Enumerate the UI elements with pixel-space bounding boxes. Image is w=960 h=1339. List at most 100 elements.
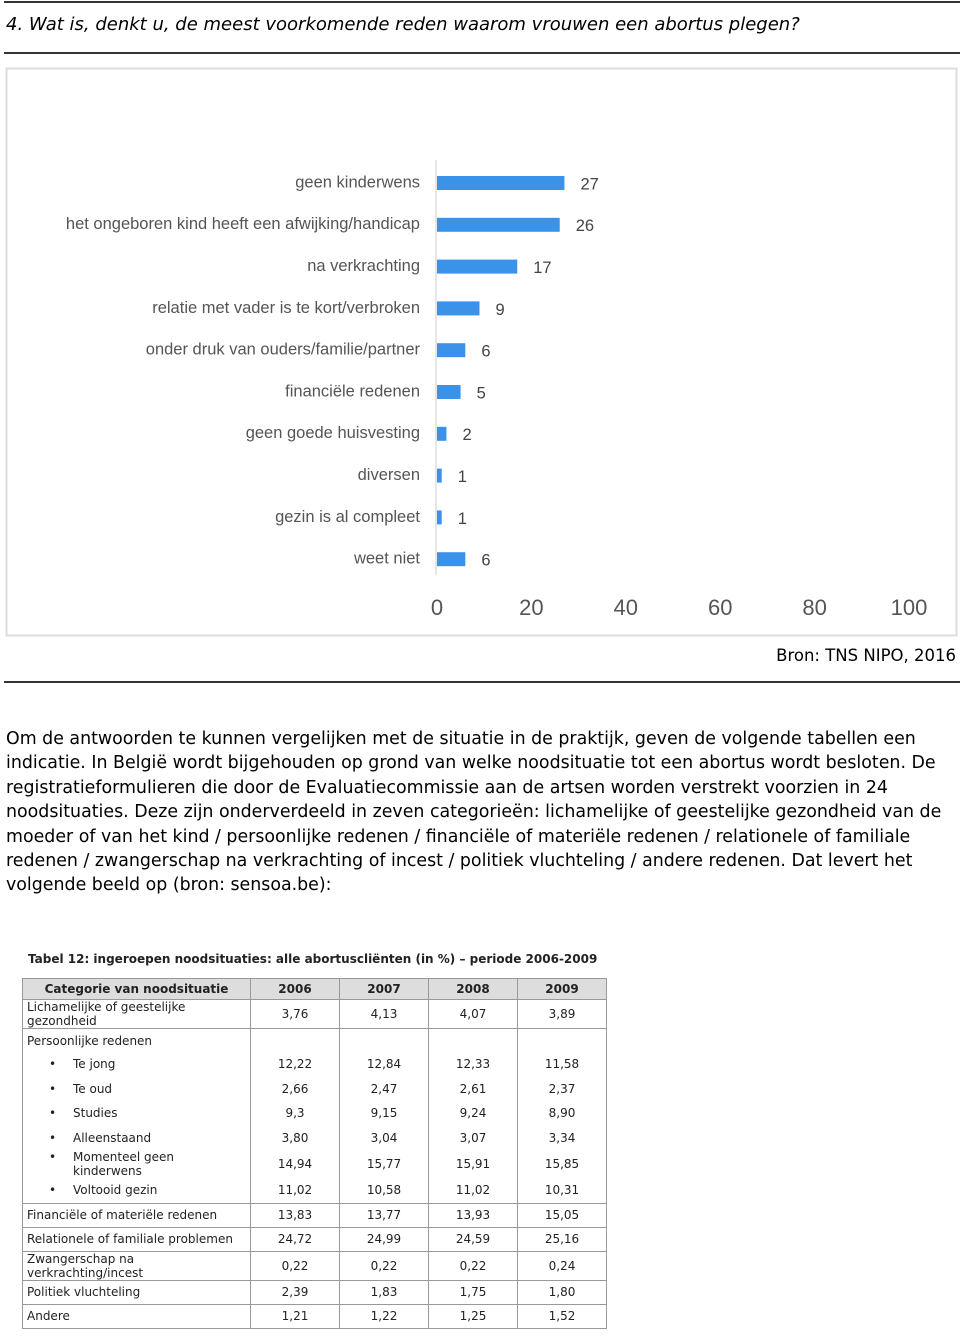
table: Categorie van noodsituatie 2006 2007 2008 20… bbox=[22, 978, 607, 1329]
value-label: 9 bbox=[495, 301, 504, 319]
cell: 12,84 bbox=[339, 1052, 429, 1077]
table-row: Relationele of familiale problemen 24,72 2… bbox=[22, 1226, 607, 1252]
cell: 1,83 bbox=[339, 1279, 429, 1305]
row-label: Te jong bbox=[22, 1052, 251, 1077]
cell: 2,39 bbox=[250, 1279, 340, 1305]
category-label: gezin is al compleet bbox=[275, 508, 420, 526]
cell: 9,24 bbox=[428, 1101, 518, 1126]
cell: 0,24 bbox=[517, 1250, 607, 1281]
cell: 0,22 bbox=[339, 1250, 429, 1281]
cell: 3,89 bbox=[517, 999, 607, 1029]
cell: 3,80 bbox=[250, 1125, 340, 1150]
category-label: relatie met vader is te kort/verbroken bbox=[152, 299, 420, 317]
cell: 13,77 bbox=[339, 1202, 429, 1228]
bar bbox=[437, 510, 442, 525]
column-header: Categorie van noodsituatie bbox=[22, 978, 251, 1000]
chart: 0 20 40 60 80 100 geen kinderwens 27 het ongebor… bbox=[5, 67, 958, 637]
row-label: Relationele of familiale problemen bbox=[22, 1226, 251, 1252]
cell: 3,34 bbox=[517, 1125, 607, 1150]
column-header: 2008 bbox=[428, 978, 518, 1000]
x-tick-label: 20 bbox=[519, 595, 543, 620]
column-header: 2009 bbox=[517, 978, 607, 1000]
column-header: 2006 bbox=[250, 978, 340, 1000]
cell: 3,76 bbox=[250, 999, 340, 1029]
value-label: 2 bbox=[462, 426, 471, 444]
cell: 1,25 bbox=[428, 1303, 518, 1329]
table-row: Zwangerschap na verkrachting/incest 0,22 0… bbox=[22, 1250, 607, 1281]
cell: 2,47 bbox=[339, 1076, 429, 1101]
cell: 12,33 bbox=[428, 1052, 518, 1077]
category-label: diversen bbox=[358, 466, 420, 484]
table-row: Financiële of materiële redenen 13,83 13,7… bbox=[22, 1202, 607, 1228]
cell: 3,07 bbox=[428, 1125, 518, 1150]
rule bbox=[4, 52, 960, 54]
bar bbox=[437, 217, 560, 232]
cell: 10,31 bbox=[517, 1178, 607, 1203]
cell: 15,85 bbox=[517, 1150, 607, 1178]
top-rule bbox=[4, 1, 960, 3]
cell: 2,66 bbox=[250, 1076, 340, 1101]
cell: 15,77 bbox=[339, 1150, 429, 1178]
bar bbox=[437, 301, 480, 316]
row-label: Voltooid gezin bbox=[22, 1178, 251, 1203]
cell: 2,61 bbox=[428, 1076, 518, 1101]
row-label: Lichamelijke of geestelijke gezondheid bbox=[22, 999, 251, 1029]
row-label: Persoonlijke redenen bbox=[22, 1028, 251, 1052]
cell: 8,90 bbox=[517, 1101, 607, 1126]
cell: 24,59 bbox=[428, 1226, 518, 1252]
x-tick-label: 0 bbox=[431, 595, 443, 620]
category-label: financiële redenen bbox=[285, 382, 420, 400]
cell: 2,37 bbox=[517, 1076, 607, 1101]
value-label: 1 bbox=[458, 510, 467, 528]
category-label: onder druk van ouders/familie/partner bbox=[146, 341, 421, 359]
bar bbox=[437, 259, 518, 274]
cell: 11,58 bbox=[517, 1052, 607, 1077]
category-label: geen goede huisvesting bbox=[246, 424, 420, 442]
bar bbox=[437, 176, 565, 190]
bar bbox=[437, 343, 466, 358]
value-label: 17 bbox=[533, 259, 551, 277]
table-row: Andere 1,21 1,22 1,25 1,52 bbox=[22, 1303, 607, 1329]
cell: 24,72 bbox=[250, 1226, 340, 1252]
cell: 9,3 bbox=[250, 1101, 340, 1126]
cell: 3,04 bbox=[339, 1125, 429, 1150]
bar bbox=[437, 468, 442, 483]
cell: 4,07 bbox=[428, 999, 518, 1029]
cell bbox=[517, 1028, 607, 1052]
table-row: Persoonlijke redenen bbox=[22, 1028, 607, 1052]
value-label: 6 bbox=[481, 343, 490, 361]
cell: 10,58 bbox=[339, 1178, 429, 1203]
cell: 11,02 bbox=[428, 1178, 518, 1203]
cell: 15,91 bbox=[428, 1150, 518, 1178]
question: 4. Wat is, denkt u, de meest voorkomende… bbox=[6, 14, 800, 35]
row-label: Studies bbox=[22, 1101, 251, 1126]
value-label: 26 bbox=[576, 217, 594, 235]
category-label: geen kinderwens bbox=[295, 173, 420, 191]
table-row: Politiek vluchteling 2,39 1,83 1,75 1,80 bbox=[22, 1279, 607, 1305]
table-title: Tabel 12: ingeroepen noodsituaties: alle… bbox=[28, 952, 598, 966]
rule bbox=[4, 681, 960, 683]
value-label: 1 bbox=[458, 468, 467, 486]
row-label: Andere bbox=[22, 1303, 251, 1329]
row-label: Te oud bbox=[22, 1076, 251, 1101]
category-label: weet niet bbox=[353, 550, 420, 568]
table-row: Momenteel geen kinderwens14,9415,7715,91… bbox=[22, 1150, 607, 1178]
x-tick-label: 40 bbox=[614, 595, 638, 620]
bar bbox=[437, 385, 461, 399]
x-tick-label: 80 bbox=[802, 595, 826, 620]
category-label: na verkrachting bbox=[307, 257, 420, 275]
cell: 25,16 bbox=[517, 1226, 607, 1252]
cell: 12,22 bbox=[250, 1052, 340, 1077]
cell: 9,15 bbox=[339, 1101, 429, 1126]
x-tick-label: 60 bbox=[708, 595, 732, 620]
row-label: Alleenstaand bbox=[22, 1125, 251, 1150]
row-label: Momenteel geen kinderwens bbox=[22, 1150, 251, 1178]
